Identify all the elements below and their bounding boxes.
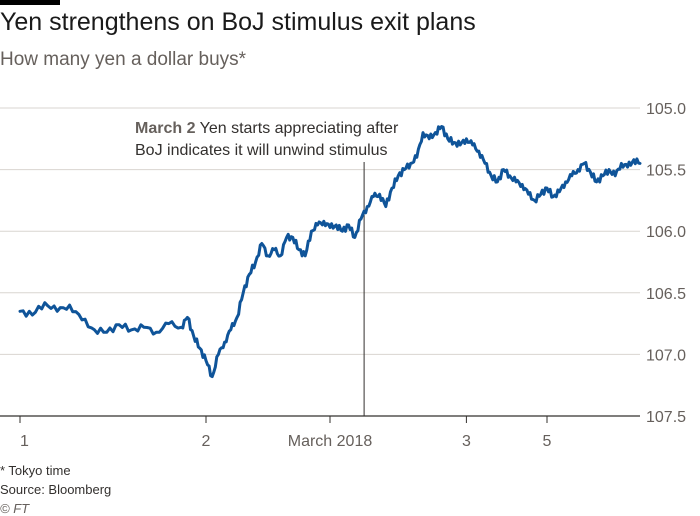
y-tick-label: 105.5 <box>646 163 686 180</box>
annotation-date: March 2 <box>135 120 196 137</box>
y-tick-label: 107.5 <box>646 409 686 426</box>
series-line <box>18 125 642 379</box>
x-axis: 1 2 March 2018 3 5 <box>19 416 552 450</box>
chart-subtitle: How many yen a dollar buys* <box>0 49 247 70</box>
x-tick-label: 3 <box>462 433 471 450</box>
x-tick-label: March 2018 <box>288 433 373 450</box>
y-axis: 105.0 105.5 106.0 106.5 107.0 107.5 <box>646 101 686 426</box>
annotation-line-2: BoJ indicates it will unwind stimulus <box>135 142 388 159</box>
y-tick-label: 106.0 <box>646 224 686 241</box>
y-tick-label: 106.5 <box>646 286 686 303</box>
chart: 105.0 105.5 106.0 106.5 107.0 107.5 March 2 Y… <box>0 101 686 450</box>
annotation-line-1: March 2 Yen starts appreciating after <box>135 120 399 137</box>
y-tick-label: 105.0 <box>646 101 686 118</box>
x-tick-label: 2 <box>202 433 211 450</box>
grid <box>0 107 640 417</box>
x-tick-label: 1 <box>20 433 29 450</box>
top-rule <box>0 0 60 5</box>
source: Source: Bloomberg <box>0 482 112 497</box>
footnote: * Tokyo time <box>0 463 71 478</box>
x-tick-label: 5 <box>543 433 552 450</box>
chart-title: Yen strengthens on BoJ stimulus exit pla… <box>0 8 476 36</box>
credit: © FT <box>0 501 30 516</box>
annotation-text-1: Yen starts appreciating after <box>195 120 398 137</box>
y-tick-label: 107.0 <box>646 347 686 364</box>
